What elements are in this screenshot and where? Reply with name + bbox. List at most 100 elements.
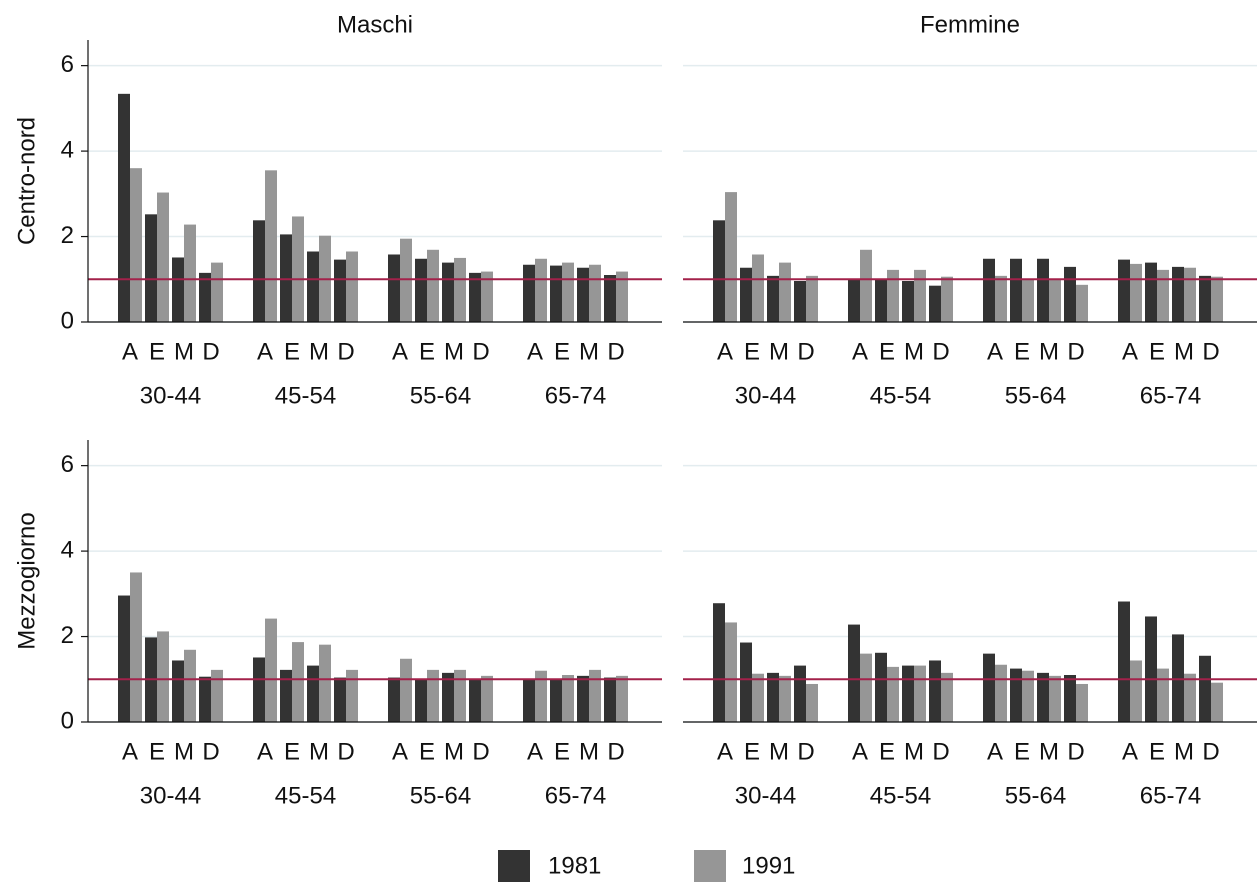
bar [616,271,628,322]
bar [442,672,454,722]
x-tick-label: E [879,338,895,365]
bar [145,214,157,322]
x-tick-label: D [607,738,624,765]
bar [1064,266,1076,322]
bar [454,257,466,322]
group-label: 45-54 [275,782,336,809]
x-tick-label: A [257,338,273,365]
x-tick-label: A [987,738,1003,765]
bar [860,249,872,322]
bar [1130,263,1142,322]
bar [589,264,601,322]
bar [767,275,779,322]
x-tick-label: M [579,738,599,765]
bar [535,258,547,322]
bar [902,665,914,722]
x-tick-label: D [1067,738,1084,765]
bar [713,220,725,322]
x-tick-label: M [174,338,194,365]
y-axis-label: Mezzogiorno [13,512,40,649]
bar [292,216,304,322]
x-tick-label: M [309,738,329,765]
bar [346,669,358,722]
bar [995,664,1007,722]
x-tick-label: E [1014,338,1030,365]
bar [1157,269,1169,322]
x-tick-label: E [554,338,570,365]
group-label: 30-44 [140,782,201,809]
bar [280,669,292,722]
bar [550,679,562,722]
x-tick-label: M [174,738,194,765]
bar [481,675,493,722]
x-tick-label: D [202,738,219,765]
bar [1172,634,1184,722]
bar [280,234,292,322]
x-tick-label: M [1039,338,1059,365]
x-tick-label: E [1149,738,1165,765]
bar [199,676,211,722]
bar [184,224,196,322]
x-tick-label: A [987,338,1003,365]
x-tick-label: E [284,738,300,765]
bar [1184,267,1196,322]
x-tick-label: D [932,738,949,765]
bar [1211,276,1223,322]
bar [577,675,589,722]
x-tick-label: D [797,338,814,365]
x-tick-label: A [392,738,408,765]
x-tick-label: A [122,738,138,765]
x-tick-label: E [744,338,760,365]
x-tick-label: A [527,338,543,365]
group-label: 55-64 [410,382,471,409]
x-tick-label: M [444,738,464,765]
y-tick-label: 2 [61,222,74,249]
bar [319,644,331,722]
group-label: 30-44 [735,782,796,809]
bar [604,677,616,722]
bar [469,272,481,322]
bar [253,220,265,322]
x-tick-label: D [607,338,624,365]
bar [1157,668,1169,722]
bar [211,262,223,322]
group-label: 45-54 [870,782,931,809]
panel-title: Maschi [337,11,413,38]
bar [307,251,319,322]
bar [806,275,818,322]
bar [713,603,725,722]
group-label: 45-54 [870,382,931,409]
bar [1064,675,1076,722]
x-tick-label: M [769,338,789,365]
bar [157,192,169,322]
y-tick-label: 6 [61,451,74,478]
bar [616,675,628,722]
x-tick-label: E [149,738,165,765]
bar [740,642,752,722]
bar [172,257,184,322]
bar [427,669,439,722]
group-label: 30-44 [735,382,796,409]
bar [469,678,481,722]
bar [550,265,562,322]
x-tick-label: E [554,738,570,765]
bar [794,280,806,322]
bar [887,269,899,322]
bar [199,272,211,322]
group-label: 65-74 [1140,782,1201,809]
x-tick-label: D [472,338,489,365]
group-label: 65-74 [545,782,606,809]
x-tick-label: E [284,338,300,365]
bar [400,238,412,322]
bar [454,669,466,722]
bar [779,675,791,722]
bar [481,271,493,322]
x-tick-label: D [202,338,219,365]
bar [1010,258,1022,322]
bar [388,677,400,722]
x-tick-label: A [717,338,733,365]
x-tick-label: D [337,738,354,765]
x-tick-label: A [1122,738,1138,765]
bar [442,262,454,322]
